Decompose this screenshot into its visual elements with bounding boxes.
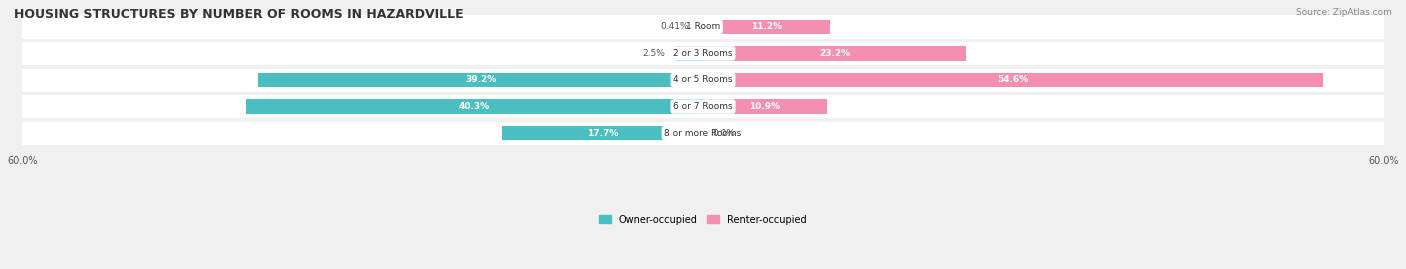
Text: 17.7%: 17.7% — [586, 129, 619, 137]
Text: 54.6%: 54.6% — [997, 76, 1028, 84]
Bar — [703, 46, 966, 61]
Bar — [703, 73, 1323, 87]
Text: 2 or 3 Rooms: 2 or 3 Rooms — [673, 49, 733, 58]
Bar — [22, 15, 1384, 38]
Text: 40.3%: 40.3% — [458, 102, 489, 111]
Text: 8 or more Rooms: 8 or more Rooms — [665, 129, 741, 137]
Text: 23.2%: 23.2% — [820, 49, 851, 58]
Bar — [22, 68, 1384, 92]
Text: 39.2%: 39.2% — [465, 76, 496, 84]
Text: 0.41%: 0.41% — [661, 22, 689, 31]
Bar — [703, 99, 827, 114]
Bar — [259, 73, 703, 87]
Text: 4 or 5 Rooms: 4 or 5 Rooms — [673, 76, 733, 84]
Bar — [22, 121, 1384, 145]
Text: 10.9%: 10.9% — [749, 102, 780, 111]
Bar — [22, 42, 1384, 65]
Text: 0.0%: 0.0% — [711, 129, 735, 137]
Bar — [22, 95, 1384, 118]
Text: Source: ZipAtlas.com: Source: ZipAtlas.com — [1296, 8, 1392, 17]
Text: 2.5%: 2.5% — [643, 49, 665, 58]
Text: 1 Room: 1 Room — [686, 22, 720, 31]
Bar — [703, 20, 830, 34]
Bar — [246, 99, 703, 114]
Bar — [699, 20, 703, 34]
Text: 6 or 7 Rooms: 6 or 7 Rooms — [673, 102, 733, 111]
Legend: Owner-occupied, Renter-occupied: Owner-occupied, Renter-occupied — [596, 211, 810, 228]
Bar — [502, 126, 703, 140]
Text: HOUSING STRUCTURES BY NUMBER OF ROOMS IN HAZARDVILLE: HOUSING STRUCTURES BY NUMBER OF ROOMS IN… — [14, 8, 464, 21]
Bar — [675, 46, 703, 61]
Text: 11.2%: 11.2% — [751, 22, 782, 31]
